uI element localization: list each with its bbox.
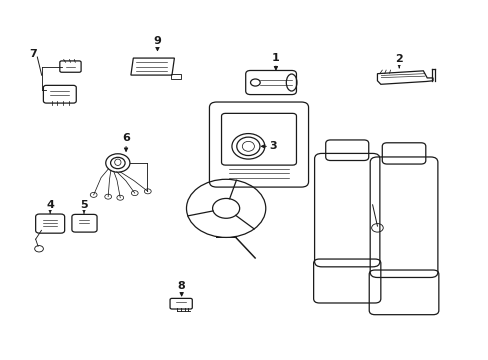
Text: 1: 1 bbox=[271, 53, 279, 70]
Text: 4: 4 bbox=[46, 200, 54, 213]
Text: 5: 5 bbox=[80, 200, 88, 213]
Text: 8: 8 bbox=[178, 281, 185, 296]
Text: 2: 2 bbox=[394, 54, 402, 68]
Text: 7: 7 bbox=[29, 49, 37, 59]
Text: 9: 9 bbox=[153, 36, 161, 51]
Text: 6: 6 bbox=[122, 133, 130, 151]
Bar bbox=[171, 75, 181, 79]
Text: 3: 3 bbox=[261, 141, 277, 151]
